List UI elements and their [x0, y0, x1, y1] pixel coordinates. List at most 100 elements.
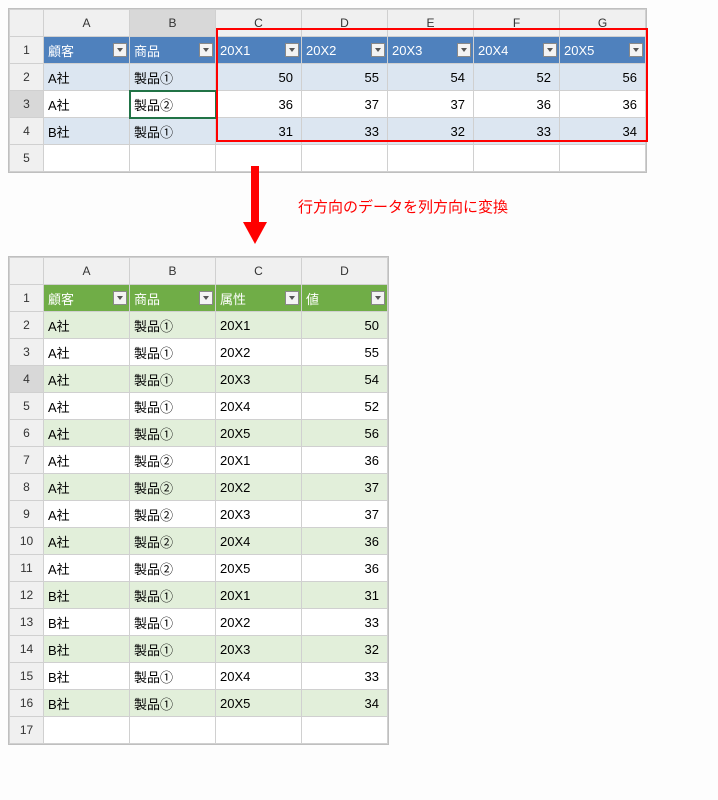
table1-header-customer[interactable]: 顧客: [44, 37, 130, 64]
cell-empty[interactable]: [130, 145, 216, 172]
cell[interactable]: A社: [44, 474, 130, 501]
table1-header-20X4[interactable]: 20X4: [474, 37, 560, 64]
cell-empty[interactable]: [302, 717, 388, 744]
cell[interactable]: 製品①: [130, 339, 216, 366]
cell[interactable]: 56: [560, 64, 646, 91]
cell[interactable]: 製品①: [130, 582, 216, 609]
cell[interactable]: 製品②: [130, 447, 216, 474]
cell[interactable]: 52: [302, 393, 388, 420]
row-header-1[interactable]: 1: [10, 37, 44, 64]
cell-empty[interactable]: [302, 145, 388, 172]
cell[interactable]: 36: [560, 91, 646, 118]
cell[interactable]: B社: [44, 118, 130, 145]
cell[interactable]: A社: [44, 420, 130, 447]
cell[interactable]: B社: [44, 690, 130, 717]
cell[interactable]: 54: [388, 64, 474, 91]
cell[interactable]: 36: [216, 91, 302, 118]
table1-header-product[interactable]: 商品: [130, 37, 216, 64]
cell[interactable]: 37: [302, 91, 388, 118]
cell[interactable]: 33: [302, 663, 388, 690]
cell[interactable]: 50: [302, 312, 388, 339]
select-all-corner[interactable]: [10, 258, 44, 285]
cell[interactable]: A社: [44, 555, 130, 582]
cell[interactable]: 20X4: [216, 528, 302, 555]
filter-dropdown-icon[interactable]: [199, 291, 213, 305]
row-header[interactable]: 4: [10, 366, 44, 393]
filter-dropdown-icon[interactable]: [457, 43, 471, 57]
cell[interactable]: 20X2: [216, 474, 302, 501]
row-header[interactable]: 14: [10, 636, 44, 663]
cell[interactable]: 52: [474, 64, 560, 91]
cell[interactable]: 20X3: [216, 366, 302, 393]
cell[interactable]: 36: [302, 447, 388, 474]
col-header-D[interactable]: D: [302, 258, 388, 285]
table2-header-product[interactable]: 商品: [130, 285, 216, 312]
cell[interactable]: 20X4: [216, 393, 302, 420]
cell[interactable]: A社: [44, 501, 130, 528]
row-header-2[interactable]: 2: [10, 64, 44, 91]
row-header[interactable]: 3: [10, 339, 44, 366]
cell[interactable]: 20X5: [216, 555, 302, 582]
cell[interactable]: 33: [474, 118, 560, 145]
col-header-C[interactable]: C: [216, 10, 302, 37]
cell[interactable]: 製品②: [130, 474, 216, 501]
filter-dropdown-icon[interactable]: [113, 43, 127, 57]
filter-dropdown-icon[interactable]: [543, 43, 557, 57]
cell[interactable]: 37: [388, 91, 474, 118]
cell[interactable]: 32: [302, 636, 388, 663]
row-header[interactable]: 5: [10, 393, 44, 420]
filter-dropdown-icon[interactable]: [113, 291, 127, 305]
cell[interactable]: 34: [560, 118, 646, 145]
cell[interactable]: 31: [216, 118, 302, 145]
cell[interactable]: 32: [388, 118, 474, 145]
cell[interactable]: 37: [302, 501, 388, 528]
cell[interactable]: 20X1: [216, 582, 302, 609]
cell[interactable]: 20X2: [216, 339, 302, 366]
cell[interactable]: B社: [44, 582, 130, 609]
cell[interactable]: 36: [302, 528, 388, 555]
row-header[interactable]: 6: [10, 420, 44, 447]
cell[interactable]: 33: [302, 609, 388, 636]
table2-header-attr[interactable]: 属性: [216, 285, 302, 312]
cell[interactable]: 34: [302, 690, 388, 717]
row-header[interactable]: 7: [10, 447, 44, 474]
row-header[interactable]: 16: [10, 690, 44, 717]
row-header[interactable]: 13: [10, 609, 44, 636]
select-all-corner[interactable]: [10, 10, 44, 37]
cell[interactable]: B社: [44, 609, 130, 636]
cell[interactable]: 製品①: [130, 64, 216, 91]
cell[interactable]: A社: [44, 528, 130, 555]
row-header[interactable]: 2: [10, 312, 44, 339]
cell[interactable]: 製品①: [130, 663, 216, 690]
cell[interactable]: A社: [44, 366, 130, 393]
row-header[interactable]: 11: [10, 555, 44, 582]
cell[interactable]: 製品①: [130, 312, 216, 339]
cell[interactable]: 製品②: [130, 528, 216, 555]
cell[interactable]: 20X5: [216, 690, 302, 717]
row-header[interactable]: 8: [10, 474, 44, 501]
table1-header-20X3[interactable]: 20X3: [388, 37, 474, 64]
cell[interactable]: 製品①: [130, 609, 216, 636]
cell[interactable]: 20X3: [216, 501, 302, 528]
cell[interactable]: 37: [302, 474, 388, 501]
row-header[interactable]: 9: [10, 501, 44, 528]
cell-empty[interactable]: [388, 145, 474, 172]
cell-empty[interactable]: [130, 717, 216, 744]
cell[interactable]: 製品①: [130, 420, 216, 447]
cell[interactable]: 20X4: [216, 663, 302, 690]
col-header-B[interactable]: B: [130, 10, 216, 37]
cell-empty[interactable]: [560, 145, 646, 172]
filter-dropdown-icon[interactable]: [285, 43, 299, 57]
cell[interactable]: B社: [44, 636, 130, 663]
row-header[interactable]: 12: [10, 582, 44, 609]
cell[interactable]: 33: [302, 118, 388, 145]
cell[interactable]: 20X2: [216, 609, 302, 636]
cell[interactable]: 20X5: [216, 420, 302, 447]
cell[interactable]: 56: [302, 420, 388, 447]
table2-header-val[interactable]: 値: [302, 285, 388, 312]
row-header[interactable]: 17: [10, 717, 44, 744]
cell-empty[interactable]: [474, 145, 560, 172]
cell[interactable]: 50: [216, 64, 302, 91]
cell[interactable]: A社: [44, 447, 130, 474]
cell[interactable]: A社: [44, 339, 130, 366]
